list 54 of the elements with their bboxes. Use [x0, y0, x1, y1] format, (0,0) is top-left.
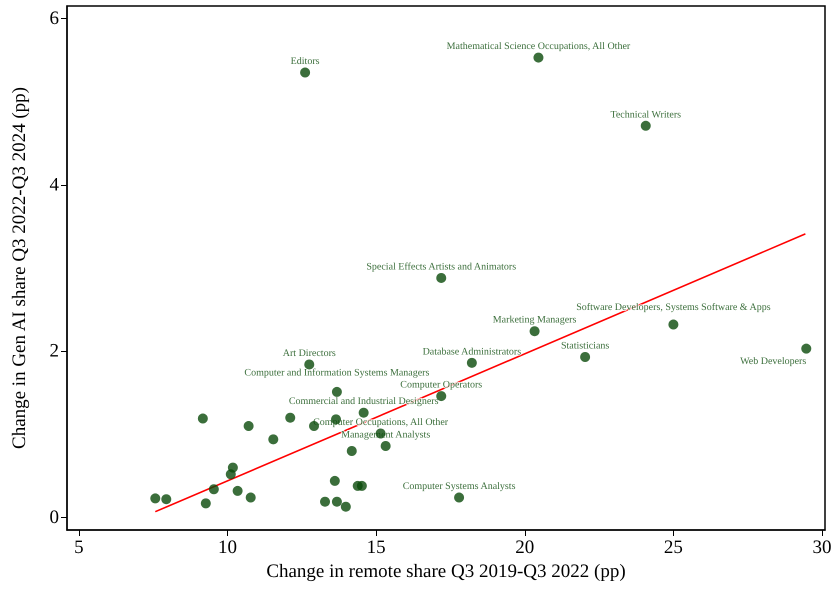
annotation: Computer Systems Analysts: [402, 481, 516, 492]
point: [332, 386, 342, 397]
point: [801, 344, 812, 354]
point: [246, 492, 256, 503]
point: [454, 492, 464, 503]
x-tick-label: 5: [74, 537, 84, 558]
point: [436, 272, 446, 283]
y-tick-label: 4: [50, 174, 60, 196]
y-axis-title: Change in Gen AI share Q3 2022-Q3 2024 (pp): [9, 87, 30, 449]
point: [268, 434, 278, 444]
point: [200, 498, 211, 508]
annotation: Technical Writers: [610, 109, 682, 120]
y-tick-label: 0: [50, 507, 59, 528]
point: [356, 480, 367, 491]
point: [533, 52, 544, 63]
point: [300, 68, 310, 78]
point: [466, 358, 477, 368]
point: [320, 496, 330, 507]
annotation: Computer and Information Systems Managers: [244, 367, 430, 378]
x-tick-label: 20: [515, 537, 534, 558]
annotation: Database Administrators: [422, 346, 522, 358]
annotation: Web Developers: [740, 356, 806, 368]
annotation: Art Directors: [282, 348, 336, 359]
point: [332, 496, 342, 507]
point: [668, 320, 678, 330]
x-tick-label: 10: [218, 537, 238, 558]
x-axis-title: Change in remote share Q3 2019-Q3 2022 (pp): [266, 560, 626, 582]
y-tick-label: 6: [50, 8, 59, 29]
annotation: Mathematical Science Occupations, All Other: [446, 41, 631, 52]
point: [226, 469, 236, 480]
point: [150, 493, 160, 504]
point: [208, 484, 219, 494]
point: [198, 414, 208, 424]
point: [285, 412, 296, 423]
point: [530, 326, 540, 336]
point: [380, 440, 391, 451]
point: [340, 502, 351, 512]
x-tick-label: 30: [812, 537, 832, 558]
annotation: Statisticians: [560, 340, 610, 352]
annotation: Marketing Managers: [492, 314, 576, 326]
point: [330, 476, 340, 486]
y-tick-label: 2: [50, 340, 59, 362]
point: [640, 120, 651, 131]
annotation: Special Effects Artists and Animators: [366, 261, 516, 272]
point: [580, 352, 590, 362]
point: [232, 486, 243, 496]
point: [244, 421, 254, 432]
point: [346, 446, 357, 456]
point: [304, 359, 314, 370]
x-tick-label: 15: [366, 537, 386, 558]
point: [358, 408, 369, 418]
annotation: Editors: [290, 56, 320, 68]
x-tick-label: 25: [664, 537, 683, 558]
point: [161, 494, 172, 504]
